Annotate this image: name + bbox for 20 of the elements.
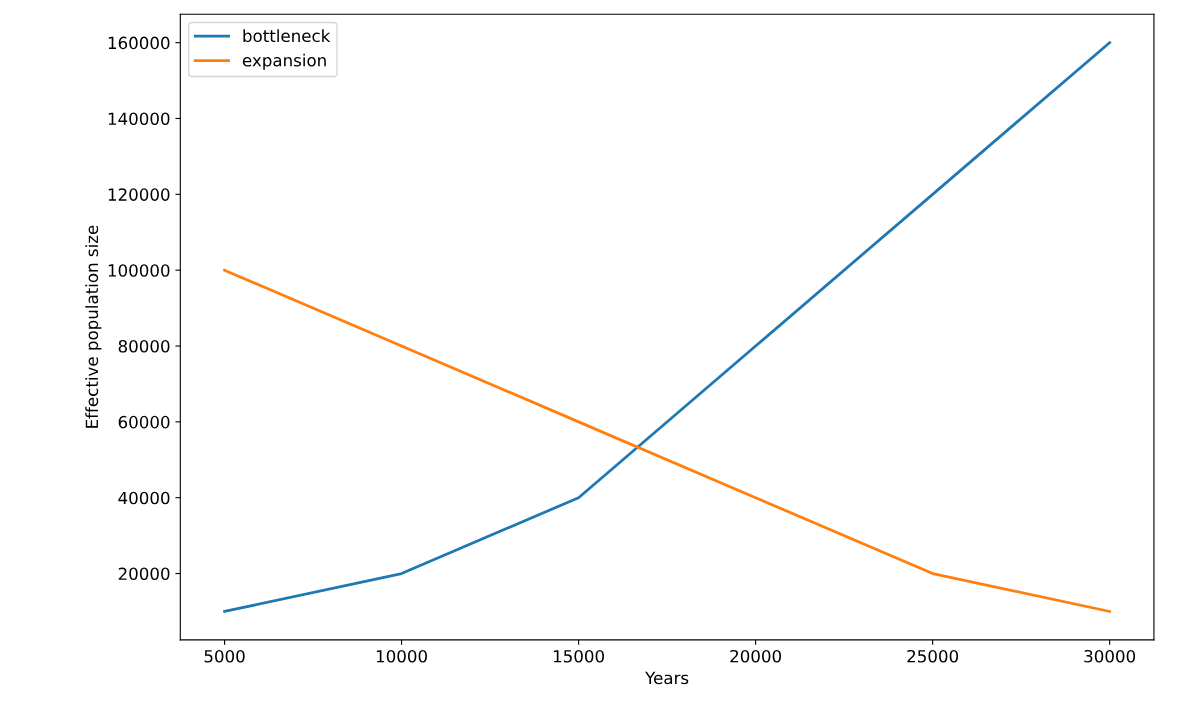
line-series <box>223 41 1112 613</box>
x-tick-label: 10000 <box>376 649 427 663</box>
y-tick-label: 160000 <box>108 36 170 50</box>
y-axis-title: Effective population size <box>85 225 102 428</box>
x-tick-label: 15000 <box>553 649 604 663</box>
x-tick-label: 30000 <box>1084 649 1136 663</box>
x-tick-label: 20000 <box>730 649 782 663</box>
y-tick-label: 120000 <box>108 188 170 201</box>
x-axis-title: Years <box>645 671 689 685</box>
y-tick-label: 80000 <box>118 339 170 353</box>
y-tick-label: 40000 <box>118 491 170 505</box>
line-series <box>223 268 1112 613</box>
y-tick-label: 60000 <box>118 415 170 429</box>
y-tick-label: 140000 <box>108 112 170 126</box>
x-tick-label: 5000 <box>204 649 245 663</box>
x-tick-label: 25000 <box>907 649 959 663</box>
legend-label: bottleneck <box>243 29 331 43</box>
y-tick-label: 100000 <box>108 264 170 277</box>
legend-label: expansion <box>242 53 326 70</box>
y-tick-label: 20000 <box>118 567 170 581</box>
